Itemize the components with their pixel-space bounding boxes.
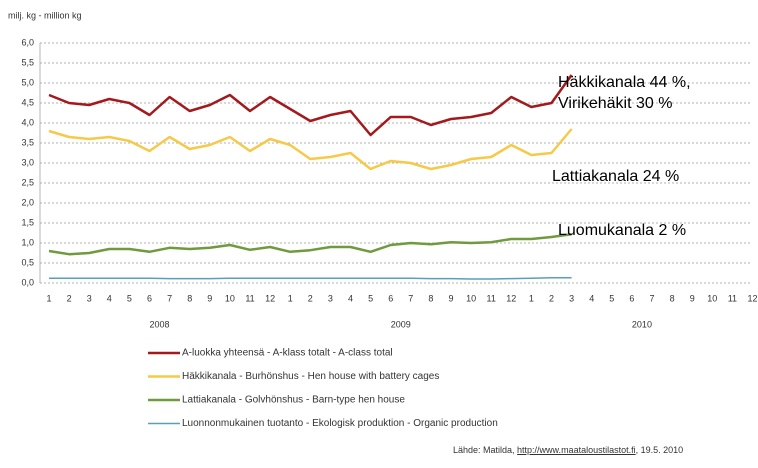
x-tick-label: 3 bbox=[328, 293, 333, 303]
y-tick-label: 5,5 bbox=[21, 57, 34, 67]
x-tick-label: 4 bbox=[348, 293, 353, 303]
legend-label: Lattiakanala - Golvhönshus - Barn-type h… bbox=[182, 395, 405, 406]
y-tick-label: 2,0 bbox=[21, 197, 34, 207]
y-tick-label: 1,0 bbox=[21, 237, 34, 247]
x-tick-label: 7 bbox=[408, 293, 413, 303]
x-tick-label: 4 bbox=[589, 293, 594, 303]
x-tick-label: 5 bbox=[368, 293, 373, 303]
x-tick-label: 2 bbox=[549, 293, 554, 303]
legend-label: Luonnonmukainen tuotanto - Ekologisk pro… bbox=[182, 418, 498, 429]
y-unit-label: milj. kg - million kg bbox=[8, 10, 82, 20]
x-tick-label: 7 bbox=[167, 293, 172, 303]
annotation: Lattiakanala 24 % bbox=[552, 168, 680, 185]
x-tick-label: 9 bbox=[690, 293, 695, 303]
x-tick-label: 3 bbox=[569, 293, 574, 303]
y-tick-label: 1,5 bbox=[21, 217, 34, 227]
x-group-label: 2009 bbox=[391, 319, 411, 329]
series-line bbox=[48, 232, 572, 256]
x-tick-label: 3 bbox=[87, 293, 92, 303]
series-line bbox=[49, 277, 572, 280]
x-tick-label: 6 bbox=[629, 293, 634, 303]
x-tick-label: 11 bbox=[487, 293, 496, 303]
legend-label: A-luokka yhteensä - A-klass totalt - A-c… bbox=[182, 348, 393, 359]
x-tick-label: 10 bbox=[225, 293, 235, 303]
x-tick-label: 11 bbox=[245, 293, 254, 303]
x-tick-label: 8 bbox=[428, 293, 433, 303]
source-link[interactable]: http://www.maataloustilastot.fi bbox=[517, 445, 636, 455]
series-line bbox=[48, 74, 573, 137]
x-tick-label: 10 bbox=[466, 293, 476, 303]
source: Lähde: Matilda, http://www.maataloustila… bbox=[453, 444, 715, 456]
x-tick-label: 11 bbox=[728, 293, 737, 303]
x-tick-label: 1 bbox=[288, 293, 293, 303]
series-line bbox=[48, 128, 573, 171]
y-tick-label: 3,5 bbox=[21, 137, 34, 147]
y-tick-label: 0,0 bbox=[21, 277, 34, 287]
x-group-label: 2010 bbox=[632, 319, 652, 329]
x-tick-label: 7 bbox=[649, 293, 654, 303]
x-tick-label: 12 bbox=[747, 293, 757, 303]
x-tick-label: 10 bbox=[707, 293, 717, 303]
annotation: Häkkikanala 44 %, Virikehäkit 30 % bbox=[558, 74, 691, 112]
x-tick-label: 1 bbox=[529, 293, 534, 303]
x-tick-label: 12 bbox=[506, 293, 516, 303]
x-tick-label: 9 bbox=[448, 293, 453, 303]
x-tick-label: 1 bbox=[46, 293, 51, 303]
y-tick-label: 2,5 bbox=[21, 177, 34, 187]
x-tick-label: 5 bbox=[127, 293, 132, 303]
annotation: Luomukanala 2 % bbox=[558, 222, 687, 239]
y-tick-label: 4,5 bbox=[21, 97, 34, 107]
y-tick-label: 4,0 bbox=[21, 117, 34, 127]
x-tick-label: 2 bbox=[308, 293, 313, 303]
x-tick-label: 5 bbox=[609, 293, 614, 303]
y-tick-label: 3,0 bbox=[21, 157, 34, 167]
x-tick-label: 8 bbox=[187, 293, 192, 303]
source-prefix: Lähde: Matilda, bbox=[453, 445, 518, 455]
x-tick-label: 4 bbox=[107, 293, 112, 303]
source-suffix: , 19.5. 2010 bbox=[635, 445, 684, 455]
x-tick-label: 6 bbox=[388, 293, 393, 303]
y-tick-label: 6,0 bbox=[21, 37, 34, 47]
x-tick-label: 6 bbox=[147, 293, 152, 303]
x-tick-label: 8 bbox=[670, 293, 675, 303]
legend-label: Häkkikanala - Burhönshus - Hen house wit… bbox=[182, 371, 439, 382]
x-group-label: 2008 bbox=[150, 319, 170, 329]
y-tick-label: 0,5 bbox=[21, 257, 34, 267]
x-tick-label: 9 bbox=[207, 293, 212, 303]
y-tick-label: 5,0 bbox=[21, 77, 34, 87]
x-tick-label: 2 bbox=[67, 293, 72, 303]
x-tick-label: 12 bbox=[265, 293, 275, 303]
